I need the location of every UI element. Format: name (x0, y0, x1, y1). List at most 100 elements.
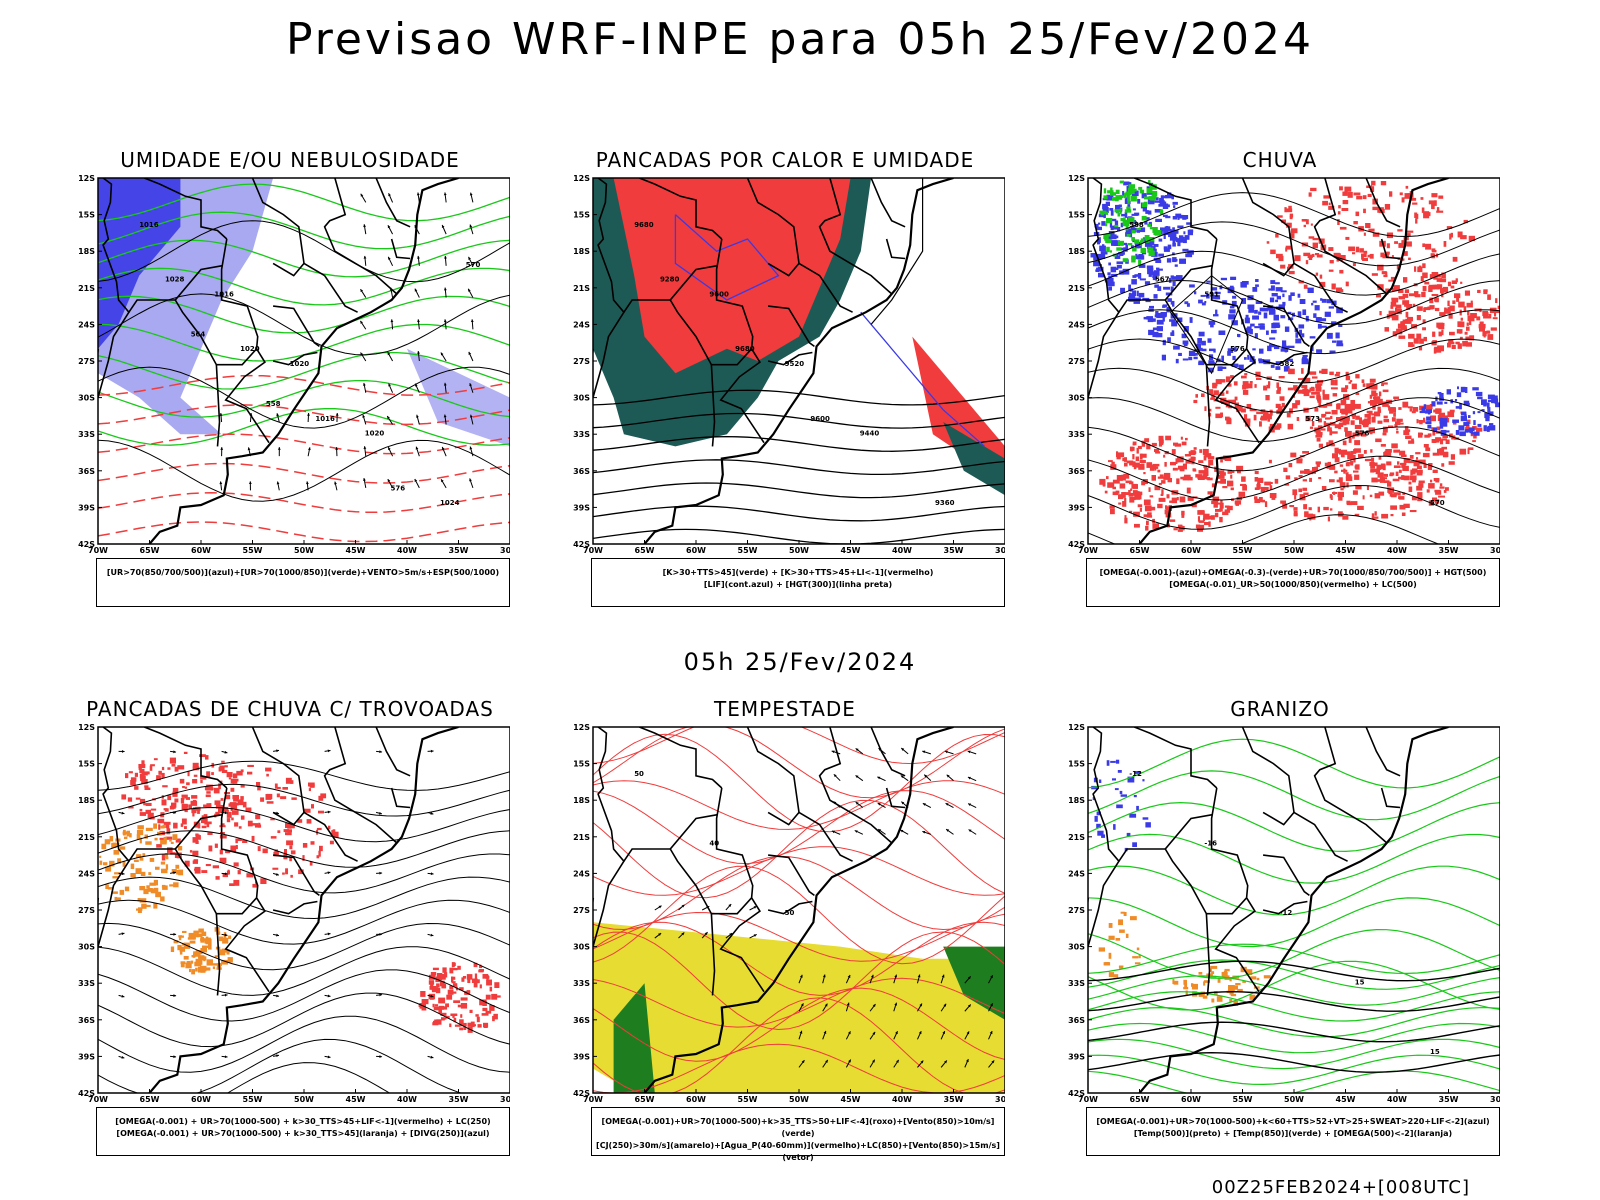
lon-tick-label: 50W (294, 546, 314, 555)
lon-tick-label: 45W (346, 1095, 366, 1104)
contour-label: 576 (391, 484, 406, 492)
contour-label: 1020 (365, 429, 385, 437)
map-layers (98, 727, 510, 1093)
contour-label: 582 (1280, 360, 1295, 368)
contour-label: -16 (1204, 839, 1217, 847)
lon-tick-label: 40W (892, 546, 912, 555)
lat-tick-label: 18S (573, 247, 590, 256)
lat-tick-label: 12S (78, 723, 95, 732)
map-layers (593, 727, 1005, 1093)
legend-box: [OMEGA(-0.001)+UR>70(1000-500)+k<60+TTS>… (1086, 1107, 1500, 1156)
lat-tick-label: 27S (78, 357, 95, 366)
contour-label: 15 (1430, 1048, 1440, 1056)
lat-tick-label: 24S (78, 869, 95, 878)
lat-tick-label: 18S (1068, 247, 1085, 256)
map-layers (98, 178, 510, 544)
lat-tick-label: 42S (78, 1089, 95, 1098)
lat-tick-label: 12S (78, 174, 95, 183)
contour-label: -12 (1280, 909, 1293, 917)
contour-label: 570 (1430, 499, 1445, 507)
lat-tick-label: 15S (78, 211, 95, 220)
contour-label: 588 (1129, 221, 1144, 229)
lat-tick-label: 39S (1068, 1052, 1085, 1061)
lat-tick-label: 12S (1068, 723, 1085, 732)
lon-tick-label: 70W (1078, 1095, 1098, 1104)
lon-tick-label: 65W (140, 1095, 160, 1104)
lat-tick-label: 12S (573, 174, 590, 183)
lon-tick-label: 55W (738, 546, 758, 555)
lat-tick-label: 36S (1068, 467, 1085, 476)
lat-tick-label: 18S (573, 796, 590, 805)
lat-tick-label: 21S (1068, 833, 1085, 842)
lat-tick-label: 12S (573, 723, 590, 732)
lon-tick-label: 55W (243, 546, 263, 555)
contour-label: 576 (1230, 345, 1245, 353)
lon-tick-label: 55W (243, 1095, 263, 1104)
lat-tick-label: 39S (78, 1052, 95, 1061)
contour-label: 576 (1355, 429, 1370, 437)
lon-tick-label: 60W (1181, 546, 1201, 555)
lon-tick-label: 65W (1130, 546, 1150, 555)
legend-line: [OMEGA(-0.001) + UR>70(1000-500) + k>30_… (116, 1129, 490, 1138)
lat-tick-label: 27S (1068, 906, 1085, 915)
lat-tick-label: 42S (573, 1089, 590, 1098)
contour-label: 1016 (214, 290, 234, 298)
panel-title: CHUVA (1242, 148, 1318, 172)
lat-tick-label: 42S (1068, 540, 1085, 549)
contour-label: 9680 (634, 221, 654, 229)
lat-tick-label: 27S (573, 906, 590, 915)
contour-label: -12 (1129, 770, 1142, 778)
lat-tick-label: 18S (78, 796, 95, 805)
lat-tick-label: 30S (78, 943, 95, 952)
map-layers (1088, 727, 1500, 1093)
contour-label: 1016 (139, 221, 159, 229)
lon-tick-label: 30W (1490, 546, 1500, 555)
lon-tick-label: 40W (1387, 546, 1407, 555)
legend-line: [K>30+TTS>45](verde) + [K>30+TTS>45+LI<-… (662, 568, 934, 577)
lon-tick-label: 40W (397, 1095, 417, 1104)
contour-label: 1016 (315, 415, 335, 423)
lon-tick-label: 40W (1387, 1095, 1407, 1104)
map-layers (593, 178, 1005, 544)
legend-line: [LIF](cont.azul) + [HGT(300)](linha pret… (703, 580, 893, 589)
lat-tick-label: 21S (78, 833, 95, 842)
lon-tick-label: 40W (397, 546, 417, 555)
lat-tick-label: 18S (1068, 796, 1085, 805)
panel-title: UMIDADE E/OU NEBULOSIDADE (120, 148, 460, 172)
lon-tick-label: 70W (88, 1095, 108, 1104)
lat-tick-label: 21S (573, 284, 590, 293)
contour-label: 558 (266, 400, 281, 408)
lon-tick-label: 35W (449, 1095, 469, 1104)
lon-tick-label: 60W (686, 1095, 706, 1104)
contour-label: 564 (191, 331, 206, 339)
contour-label: 1020 (240, 345, 260, 353)
lon-tick-label: 35W (1439, 1095, 1459, 1104)
lat-tick-label: 36S (78, 467, 95, 476)
lon-tick-label: 65W (140, 546, 160, 555)
lat-tick-label: 30S (573, 394, 590, 403)
lat-tick-label: 24S (573, 869, 590, 878)
contour-label: 1024 (440, 499, 460, 507)
panel-title: PANCADAS DE CHUVA C/ TROVOADAS (86, 697, 494, 721)
lat-tick-label: 39S (573, 503, 590, 512)
contour-label: 9600 (810, 415, 830, 423)
lat-tick-label: 15S (573, 760, 590, 769)
lat-tick-label: 33S (78, 979, 95, 988)
lat-tick-label: 21S (78, 284, 95, 293)
lat-tick-label: 15S (573, 211, 590, 220)
lat-tick-label: 33S (573, 979, 590, 988)
lon-tick-label: 65W (635, 546, 655, 555)
panel-tempestade: TEMPESTADE 12S 15S 18S 21S 24S 27S 30S 33S 36S 39… (565, 697, 1005, 1197)
contour-label: 9360 (935, 499, 955, 507)
lat-tick-label: 24S (78, 320, 95, 329)
contour-label: 591 (1204, 290, 1219, 298)
lon-tick-label: 70W (583, 546, 603, 555)
lat-tick-label: 30S (78, 394, 95, 403)
legend-line: [OMEGA(-0.001)+UR>70(1000-500)+k<60+TTS>… (1096, 1117, 1490, 1126)
legend-line: [UR>70(850/700/500)](azul)+[UR>70(1000/8… (106, 568, 500, 577)
lon-tick-label: 35W (944, 1095, 964, 1104)
